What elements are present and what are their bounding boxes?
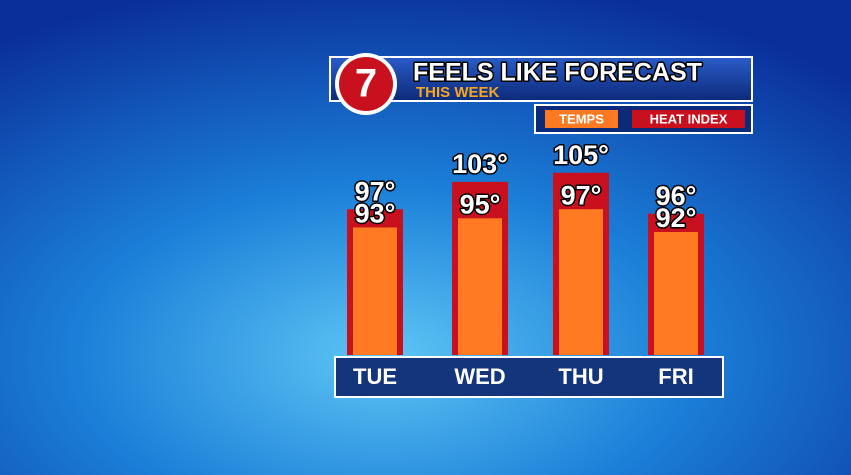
- value-label: 97°: [355, 176, 396, 206]
- bar: [458, 218, 502, 355]
- value-label: 92°: [656, 203, 697, 233]
- value-label: 97°: [561, 180, 602, 210]
- bar: [353, 227, 397, 355]
- x-tick-label: FRI: [658, 364, 693, 389]
- value-label: 96°: [656, 181, 697, 211]
- logo-text: 7: [355, 62, 377, 106]
- bar: [559, 209, 603, 355]
- day-strip: [334, 356, 724, 398]
- x-tick-label: THU: [558, 364, 603, 389]
- value-label: 103°: [452, 149, 508, 179]
- chart-subtitle: THIS WEEK: [416, 84, 500, 101]
- chart-title: FEELS LIKE FORECAST: [413, 59, 702, 87]
- legend-label: HEAT INDEX: [650, 111, 728, 126]
- bar: [654, 232, 698, 355]
- x-tick-label: TUE: [353, 364, 397, 389]
- legend-label: TEMPS: [559, 111, 604, 126]
- logo: [339, 57, 393, 111]
- value-label: 93°: [355, 199, 396, 229]
- legend-swatch: [545, 110, 618, 128]
- x-tick-label: WED: [454, 364, 505, 389]
- header-box: [329, 56, 753, 102]
- value-label: 105°: [553, 140, 609, 170]
- legend-swatch: [632, 110, 745, 128]
- value-label: 95°: [460, 189, 501, 219]
